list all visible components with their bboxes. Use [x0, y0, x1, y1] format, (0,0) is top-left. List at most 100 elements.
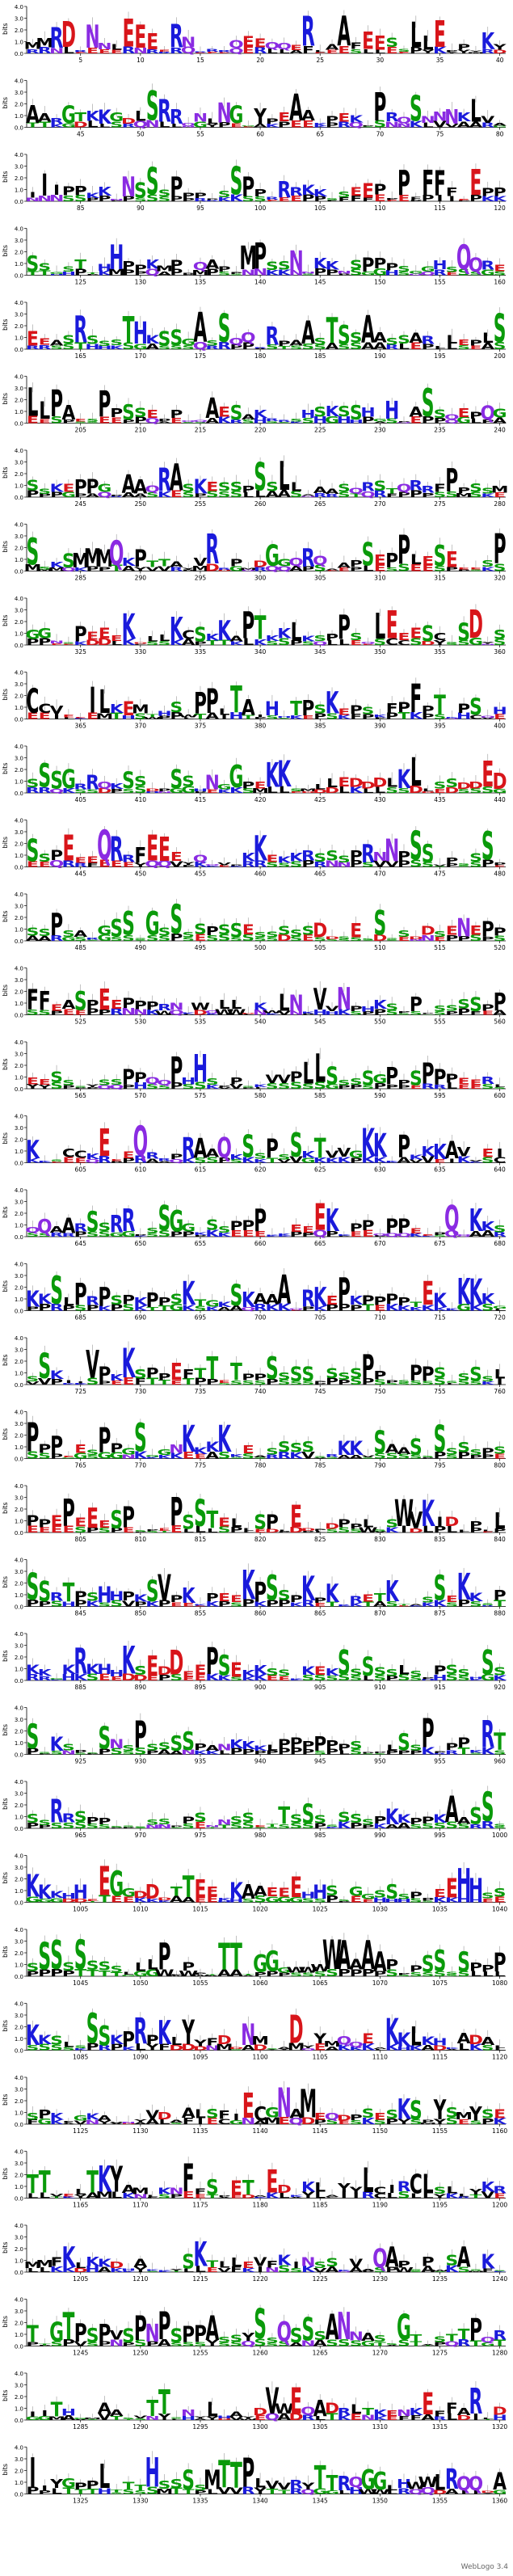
y-tick-label: 1.0: [15, 261, 23, 268]
logo-letter: K: [229, 866, 244, 867]
logo-letter: Y: [181, 862, 196, 866]
y-tick-label: 3.0: [15, 2013, 23, 2019]
y-axis-label: bits: [2, 837, 9, 849]
logo-letter: P: [326, 1739, 338, 1752]
logo-letter: S: [74, 1933, 87, 1979]
logo-letter: S: [302, 417, 315, 425]
logo-letter: K: [158, 490, 172, 500]
y-tick-label: 0.0: [15, 2047, 23, 2054]
logo-letter: Q: [276, 565, 292, 573]
logo-letter: R: [26, 786, 40, 795]
x-tick-label: 335: [195, 648, 207, 656]
logo-letter: S: [290, 1363, 303, 1386]
logo-letter: E: [218, 52, 230, 53]
logo-letter: S: [422, 381, 435, 425]
logo-letter: P: [229, 1525, 242, 1534]
logo-letter: M: [467, 52, 485, 53]
y-tick-label: 4.0: [15, 1779, 23, 1785]
logo-letter: K: [385, 1525, 400, 1534]
logo-letter: S: [362, 1067, 375, 1090]
logo-letter: P: [50, 491, 63, 499]
logo-letter: P: [170, 268, 183, 277]
y-tick-label: 2.0: [15, 1507, 23, 1513]
logo-letter: S: [266, 1081, 279, 1090]
logo-letter: Q: [456, 1235, 472, 1237]
logo-letter: T: [39, 269, 52, 276]
logo-letter: S: [242, 1129, 254, 1165]
logo-letter: P: [158, 788, 171, 792]
logo-letter: S: [122, 2325, 135, 2347]
logo-letter: P: [86, 274, 99, 276]
logo-letter: S: [266, 861, 279, 868]
logo-letter: L: [63, 46, 74, 57]
x-tick-label: 165: [75, 352, 87, 360]
logo-letter: F: [27, 984, 39, 1017]
logo-letter: S: [230, 479, 243, 494]
logo-letter: L: [183, 717, 194, 719]
logo-letter: S: [302, 342, 315, 352]
logo-letter: E: [434, 14, 446, 56]
logo-letter: P: [313, 1383, 326, 1385]
y-tick-label: 1.0: [15, 1518, 23, 1524]
logo-letter: S: [481, 1784, 494, 1831]
x-tick-label: 645: [75, 1240, 87, 1247]
x-tick-label: 495: [195, 944, 207, 951]
y-tick-label: 3.0: [15, 607, 23, 613]
logo-letter: K: [409, 1306, 423, 1312]
logo-letter: S: [481, 785, 494, 795]
logo-letter: P: [206, 681, 219, 721]
logo-letter: D: [409, 785, 423, 796]
logo-letter: V: [445, 123, 460, 129]
logo-letter: Y: [432, 639, 448, 647]
x-tick-label: 715: [434, 1314, 446, 1322]
logo-letter: K: [433, 1140, 448, 1164]
logo-letter: P: [326, 1304, 338, 1313]
y-tick-label: 0.0: [15, 495, 23, 501]
logo-letter: K: [277, 1235, 292, 1237]
logo-letter: S: [266, 479, 279, 494]
logo-letter: K: [254, 1001, 268, 1013]
logo-letter: E: [290, 194, 302, 203]
logo-letter: P: [74, 2319, 87, 2348]
y-axis-label: bits: [2, 2168, 9, 2180]
logo-letter: A: [277, 489, 291, 500]
logo-letter: L: [135, 108, 146, 124]
x-tick-label: 1015: [192, 1906, 208, 1913]
logo-letter: P: [98, 385, 111, 426]
logo-letter: R: [254, 1302, 267, 1313]
x-tick-label: 1000: [492, 1832, 507, 1839]
x-tick-label: 615: [195, 1166, 207, 1174]
logo-letter: S: [326, 1365, 338, 1381]
logo-letter: Y: [181, 567, 196, 571]
x-tick-label: 320: [494, 575, 506, 582]
logo-letter: D: [61, 15, 76, 57]
logo-letter: V: [277, 1158, 292, 1164]
logo-letter: P: [326, 1229, 338, 1238]
logo-letter: P: [266, 117, 279, 125]
logo-letter: P: [218, 265, 231, 273]
logo-letter: V: [481, 115, 495, 125]
logo-letter: R: [122, 45, 136, 57]
logo-letter: P: [481, 419, 494, 424]
x-tick-label: 400: [494, 723, 506, 730]
logo-letter: V: [217, 862, 232, 866]
logo-letter: P: [338, 1271, 351, 1313]
logo-letter: S: [99, 339, 111, 348]
logo-letter: S: [122, 904, 135, 942]
logo-letter: P: [74, 477, 87, 499]
logo-letter: P: [254, 188, 267, 199]
y-tick-label: 2.0: [15, 619, 23, 626]
y-tick-label: 1.0: [15, 2110, 23, 2116]
x-tick-label: 1320: [492, 2423, 507, 2431]
logo-letter: S: [410, 1669, 423, 1679]
y-tick-label: 2.0: [15, 2246, 23, 2253]
x-tick-label: 1165: [73, 2202, 88, 2209]
logo-letter: E: [290, 44, 302, 52]
logo-letter: D: [421, 791, 435, 793]
logo-letter: T: [410, 2334, 422, 2345]
logo-letter: L: [338, 786, 350, 796]
logo-letter: L: [374, 786, 385, 795]
y-tick-label: 2.0: [15, 1802, 23, 1809]
